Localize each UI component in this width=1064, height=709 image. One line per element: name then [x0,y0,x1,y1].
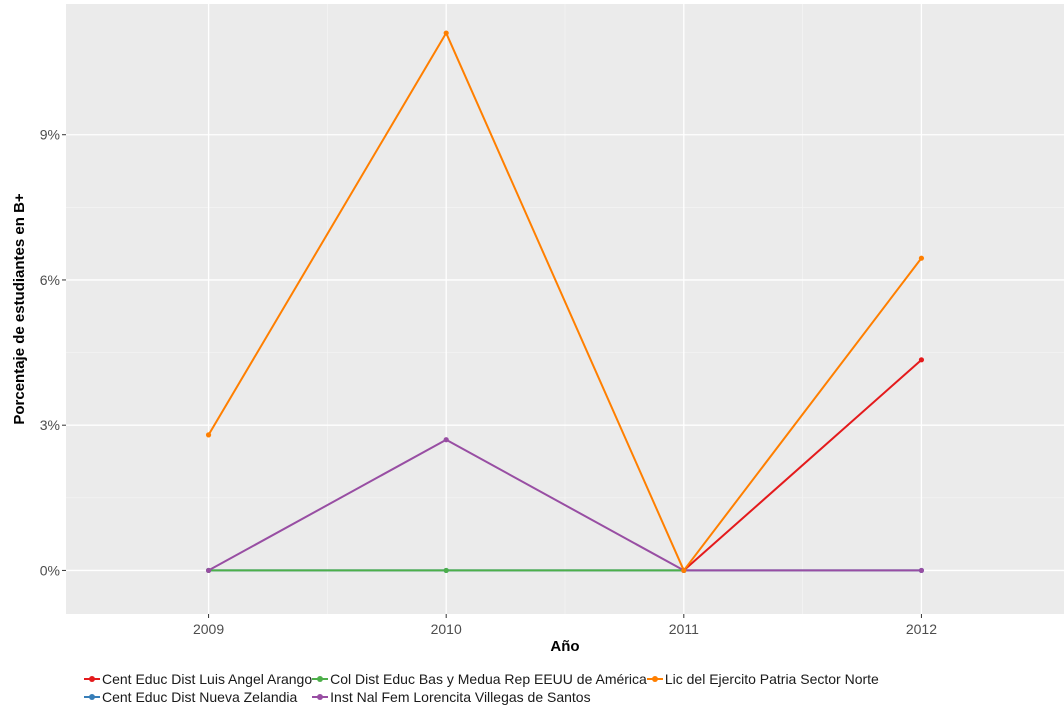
legend-item: Cent Educ Dist Nueva Zelandia [84,689,312,705]
x-tick-label: 2009 [193,621,224,637]
data-point [918,567,925,574]
y-axis-title: Porcentaje de estudiantes en B+ [11,193,28,425]
x-axis: 2009 2010 2011 2012 [193,614,937,637]
y-tick-label: 3% [40,417,60,433]
y-tick-label: 0% [40,562,60,578]
legend-key [312,674,329,684]
legend-item: Inst Nal Fem Lorencita Villegas de Santo… [312,689,647,705]
x-tick-label: 2011 [669,621,699,637]
legend-label: Col Dist Educ Bas y Medua Rep EEUU de Am… [330,671,647,687]
legend-row: Cent Educ Dist Nueva Zelandia Inst Nal Fe… [84,688,1064,706]
y-axis: 0% 3% 6% 9% [40,127,66,578]
data-point [205,432,212,438]
x-tick-label: 2010 [431,621,462,637]
data-point [443,30,449,36]
legend-label: Cent Educ Dist Nueva Zelandia [102,689,298,705]
legend-key [84,674,100,684]
legend-item: Col Dist Educ Bas y Medua Rep EEUU de Am… [312,671,647,687]
legend-key [312,692,329,702]
data-point [443,437,449,443]
x-tick-label: 2012 [906,621,937,637]
series-line [207,32,923,572]
series-line [683,359,923,572]
legend-key [646,674,663,684]
y-tick-label: 6% [40,272,60,288]
legend: Cent Educ Dist Luis Angel Arango Col Dist… [84,670,1064,706]
series-points [205,30,925,574]
legend-label: Lic del Ejercito Patria Sector Norte [664,671,879,687]
minor-gridlines [66,4,1064,614]
data-point [918,255,925,261]
legend-item: Cent Educ Dist Luis Angel Arango [84,671,312,687]
series-line [208,438,922,572]
legend-item: Lic del Ejercito Patria Sector Norte [646,671,879,687]
legend-row: Cent Educ Dist Luis Angel Arango Col Dist… [84,670,1064,688]
legend-label: Cent Educ Dist Luis Angel Arango [102,671,313,687]
data-point [205,567,212,574]
data-point [443,567,449,574]
data-point [681,567,687,574]
y-tick-label: 9% [40,127,60,143]
legend-label: Inst Nal Fem Lorencita Villegas de Santo… [330,689,591,705]
legend-key [84,692,100,702]
x-axis-title: Año [550,638,579,655]
data-point [918,357,925,363]
